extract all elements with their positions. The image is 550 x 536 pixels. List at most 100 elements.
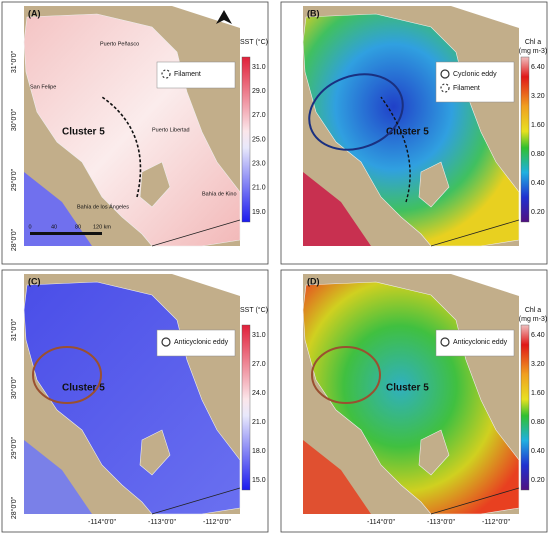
legend-symbol [440, 337, 450, 347]
boundary [151, 487, 241, 515]
place-name: San Felipe [30, 84, 56, 90]
panel: (A) Cluster 5 Filament SST (°C) 31.0 29.0 27.0… [1, 1, 269, 265]
longitude-label: -114°0'0" [88, 518, 116, 526]
colorbar-title: SST (°C) [240, 306, 268, 314]
scale-bar [30, 232, 102, 235]
longitude-label: -114°0'0" [367, 518, 395, 526]
scale-label: 0 [28, 224, 31, 230]
filament [101, 96, 142, 198]
latitude-label: 30°0'0" [10, 376, 18, 399]
legend-box [156, 61, 236, 89]
panel-label: (B) [307, 8, 320, 18]
cluster-label: Cluster 5 [386, 383, 429, 394]
scale-label: 40 [51, 224, 57, 230]
colorbar-tick-label: 6.40 [531, 332, 545, 339]
scale-label: 120 km [93, 224, 111, 230]
pacific [24, 172, 92, 246]
colorbar-tick-label: 0.40 [531, 180, 545, 187]
latitude-label: 29°0'0" [10, 436, 18, 459]
scale-label: 80 [75, 224, 81, 230]
place-name: Puerto Libertad [152, 127, 190, 133]
pacific [303, 172, 371, 246]
legend-label: Filament [174, 71, 201, 78]
top-right-blank [451, 274, 519, 296]
boundary [430, 219, 520, 247]
boundary [151, 219, 241, 247]
latitude-label: 30°0'0" [10, 108, 18, 131]
island [139, 161, 171, 208]
colorbar-tick-label: 0.40 [531, 448, 545, 455]
colorbar-tick-label: 15.0 [252, 477, 266, 484]
colorbar-tick-label: 29.0 [252, 88, 266, 95]
colorbar-tick-label: 0.80 [531, 151, 545, 158]
legend-label: Cyclonic eddy [453, 71, 497, 78]
colorbar-tick-label: 19.0 [252, 209, 266, 216]
panel: (D) Cluster 5 Anticyclonic eddy Chl a (mg m-… [280, 269, 548, 533]
colorbar-tick-label: 31.0 [252, 64, 266, 71]
gulf [23, 13, 241, 247]
legend-box [435, 61, 515, 103]
panel: (C) Cluster 5 Anticyclonic eddy SST (°C) 31.… [1, 269, 269, 533]
legend-label: Filament [453, 85, 480, 92]
latitude-label: 28°0'0" [10, 228, 18, 251]
legend-label: Anticyclonic eddy [453, 339, 508, 346]
colorbar [241, 324, 251, 491]
latitude-label: 31°0'0" [10, 50, 18, 73]
panel-label: (D) [307, 276, 320, 286]
colorbar-title: (mg m-3) [519, 316, 547, 323]
cluster-label: Cluster 5 [62, 383, 105, 394]
top-right-blank [172, 274, 240, 296]
place-name: Puerto Peñasco [100, 41, 139, 47]
colorbar-tick-label: 0.20 [531, 209, 545, 216]
legend-symbol [161, 337, 171, 347]
legend-label: Anticyclonic eddy [174, 339, 229, 346]
north-arrow [216, 10, 232, 24]
anticyclonic-eddy [311, 346, 381, 404]
gulf [23, 281, 241, 515]
legend-symbol [440, 69, 450, 79]
pacific [24, 440, 92, 514]
colorbar-tick-label: 21.0 [252, 185, 266, 192]
boundary [430, 487, 520, 515]
panel-label: (C) [28, 276, 41, 286]
colorbar-tick-label: 0.80 [531, 419, 545, 426]
panel: (B) Cluster 5 Cyclonic eddy Filament Chl a (m… [280, 1, 548, 265]
colorbar-title: Chl a [525, 307, 541, 314]
colorbar-tick-label: 25.0 [252, 136, 266, 143]
colorbar-tick-label: 1.60 [531, 390, 545, 397]
top-right-blank [172, 6, 240, 28]
longitude-label: -113°0'0" [427, 518, 455, 526]
top-right-blank [451, 6, 519, 28]
colorbar-tick-label: 0.20 [531, 477, 545, 484]
pacific [303, 440, 371, 514]
colorbar-title: SST (°C) [240, 38, 268, 46]
gulf [302, 13, 520, 247]
colorbar-title: (mg m-3) [519, 48, 547, 55]
cluster-label: Cluster 5 [386, 127, 429, 138]
island [418, 161, 450, 208]
colorbar-tick-label: 27.0 [252, 361, 266, 368]
colorbar-tick-label: 24.0 [252, 390, 266, 397]
filament [380, 96, 411, 203]
colorbar-tick-label: 3.20 [531, 361, 545, 368]
colorbar [520, 56, 530, 223]
place-name: Bahía de Kino [202, 191, 237, 197]
longitude-label: -112°0'0" [482, 518, 510, 526]
colorbar-tick-label: 21.0 [252, 419, 266, 426]
cyclonic-eddy [308, 73, 404, 151]
colorbar-tick-label: 31.0 [252, 332, 266, 339]
colorbar-tick-label: 27.0 [252, 112, 266, 119]
colorbar-tick-label: 18.0 [252, 448, 266, 455]
latitude-label: 31°0'0" [10, 318, 18, 341]
colorbar-tick-label: 1.60 [531, 122, 545, 129]
colorbar [241, 56, 251, 223]
colorbar-tick-label: 23.0 [252, 161, 266, 168]
gulf [302, 281, 520, 515]
legend-symbol [161, 69, 171, 79]
colorbar-title: Chl a [525, 39, 541, 46]
longitude-label: -113°0'0" [148, 518, 176, 526]
panel-label: (A) [28, 8, 41, 18]
place-name: Bahía de los Ángeles [77, 203, 129, 210]
latitude-label: 29°0'0" [10, 168, 18, 191]
